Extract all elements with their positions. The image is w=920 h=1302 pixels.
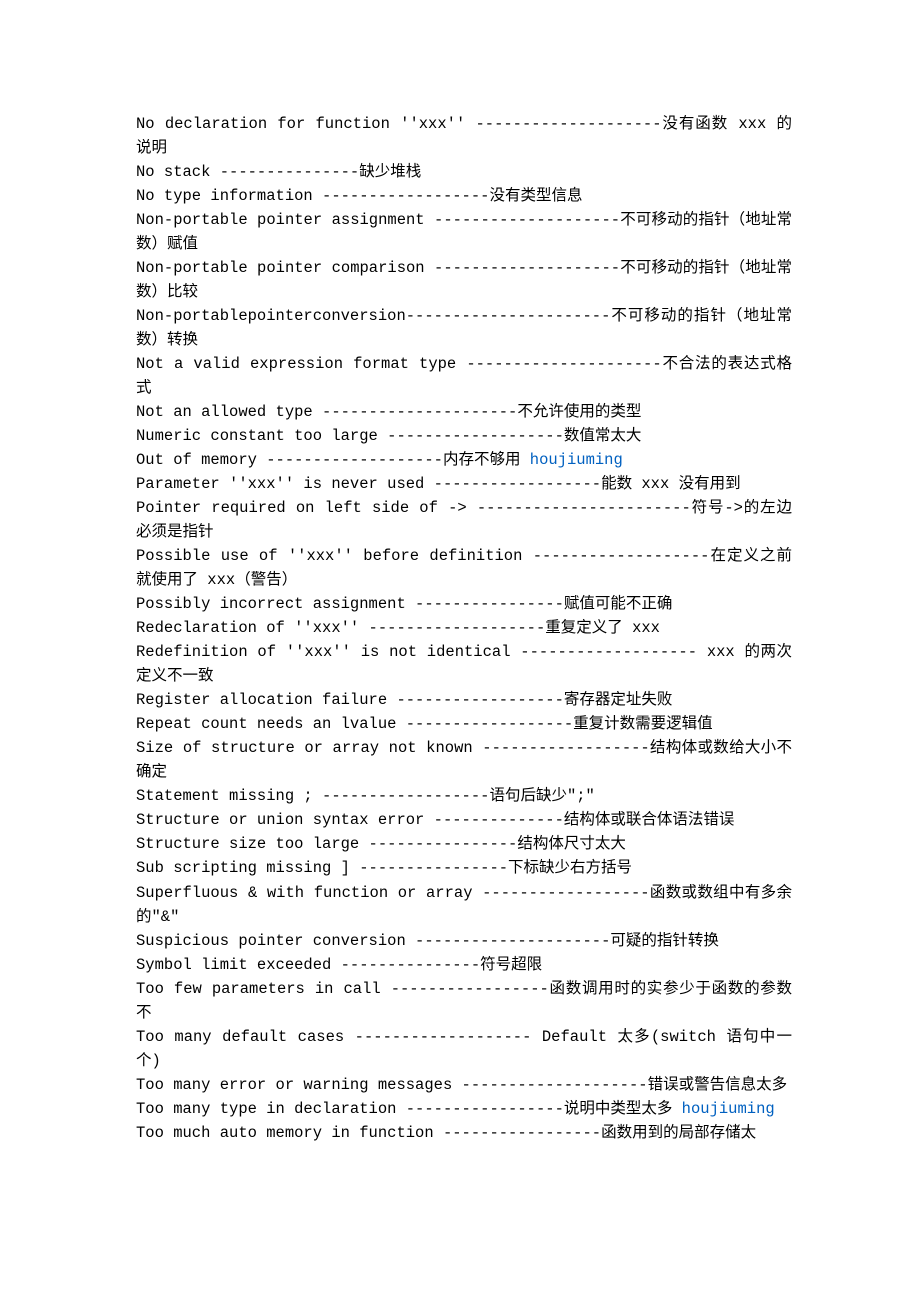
text-segment: Suspicious pointer conversion ----------… [136, 932, 719, 950]
text-line: Pointer required on left side of -> ----… [136, 496, 792, 544]
document-page: No declaration for function ''xxx'' ----… [0, 0, 920, 1302]
text-segment: Superfluous & with function or array ---… [136, 884, 792, 926]
text-segment: Register allocation failure ------------… [136, 691, 672, 709]
text-line: Too much auto memory in function -------… [136, 1121, 792, 1145]
text-line: Too few parameters in call -------------… [136, 977, 792, 1025]
text-line: Register allocation failure ------------… [136, 688, 792, 712]
text-segment: Pointer required on left side of -> ----… [136, 499, 792, 541]
text-line: Out of memory -------------------内存不够用 h… [136, 448, 792, 472]
text-line: No declaration for function ''xxx'' ----… [136, 112, 792, 160]
text-line: Redefinition of ''xxx'' is not identical… [136, 640, 792, 688]
text-segment: Structure size too large ---------------… [136, 835, 626, 853]
text-segment: Parameter ''xxx'' is never used --------… [136, 475, 741, 493]
text-segment: Not a valid expression format type -----… [136, 355, 792, 397]
text-line: Parameter ''xxx'' is never used --------… [136, 472, 792, 496]
text-segment: Not an allowed type --------------------… [136, 403, 641, 421]
text-segment: Out of memory -------------------内存不够用 [136, 451, 530, 469]
text-line: Symbol limit exceeded ---------------符号超… [136, 953, 792, 977]
text-line: Superfluous & with function or array ---… [136, 881, 792, 929]
text-segment: Too many default cases -----------------… [136, 1028, 792, 1070]
text-line: Possibly incorrect assignment ----------… [136, 592, 792, 616]
text-line: Possible use of ''xxx'' before definitio… [136, 544, 792, 592]
text-segment: Redeclaration of ''xxx'' ---------------… [136, 619, 660, 637]
text-line: Too many type in declaration -----------… [136, 1097, 792, 1121]
text-segment: No stack ---------------缺少堆栈 [136, 163, 421, 181]
link-text[interactable]: houjiuming [530, 451, 623, 469]
text-line: Structure size too large ---------------… [136, 832, 792, 856]
text-line: No type information ------------------没有… [136, 184, 792, 208]
text-line: No stack ---------------缺少堆栈 [136, 160, 792, 184]
text-line: Non-portable pointer comparison --------… [136, 256, 792, 304]
text-segment: Size of structure or array not known ---… [136, 739, 792, 781]
text-line: Sub scripting missing ] ----------------… [136, 856, 792, 880]
text-segment: Non-portablepointerconversion-----------… [136, 307, 792, 349]
text-segment: Possibly incorrect assignment ----------… [136, 595, 672, 613]
text-segment: Structure or union syntax error --------… [136, 811, 734, 829]
text-segment: Too many type in declaration -----------… [136, 1100, 682, 1118]
text-segment: Too much auto memory in function -------… [136, 1124, 756, 1142]
text-segment: Sub scripting missing ] ----------------… [136, 859, 632, 877]
text-segment: Numeric constant too large -------------… [136, 427, 641, 445]
text-segment: Repeat count needs an lvalue -----------… [136, 715, 713, 733]
text-line: Not a valid expression format type -----… [136, 352, 792, 400]
text-segment: Too few parameters in call -------------… [136, 980, 792, 1022]
text-line: Non-portable pointer assignment --------… [136, 208, 792, 256]
text-line: Too many default cases -----------------… [136, 1025, 792, 1073]
link-text[interactable]: houjiuming [682, 1100, 775, 1118]
text-line: Numeric constant too large -------------… [136, 424, 792, 448]
text-segment: Non-portable pointer comparison --------… [136, 259, 792, 301]
text-line: Too many error or warning messages -----… [136, 1073, 792, 1097]
text-line: Statement missing ; ------------------语句… [136, 784, 792, 808]
text-line: Not an allowed type --------------------… [136, 400, 792, 424]
text-segment: Symbol limit exceeded ---------------符号超… [136, 956, 542, 974]
text-line: Non-portablepointerconversion-----------… [136, 304, 792, 352]
text-segment: Non-portable pointer assignment --------… [136, 211, 792, 253]
text-line: Structure or union syntax error --------… [136, 808, 792, 832]
text-segment: Statement missing ; ------------------语句… [136, 787, 595, 805]
text-line: Suspicious pointer conversion ----------… [136, 929, 792, 953]
text-line: Repeat count needs an lvalue -----------… [136, 712, 792, 736]
text-line: Redeclaration of ''xxx'' ---------------… [136, 616, 792, 640]
text-line: Size of structure or array not known ---… [136, 736, 792, 784]
text-segment: No type information ------------------没有… [136, 187, 582, 205]
text-segment: No declaration for function ''xxx'' ----… [136, 115, 792, 157]
text-segment: Redefinition of ''xxx'' is not identical… [136, 643, 792, 685]
text-segment: Possible use of ''xxx'' before definitio… [136, 547, 792, 589]
text-segment: Too many error or warning messages -----… [136, 1076, 787, 1094]
